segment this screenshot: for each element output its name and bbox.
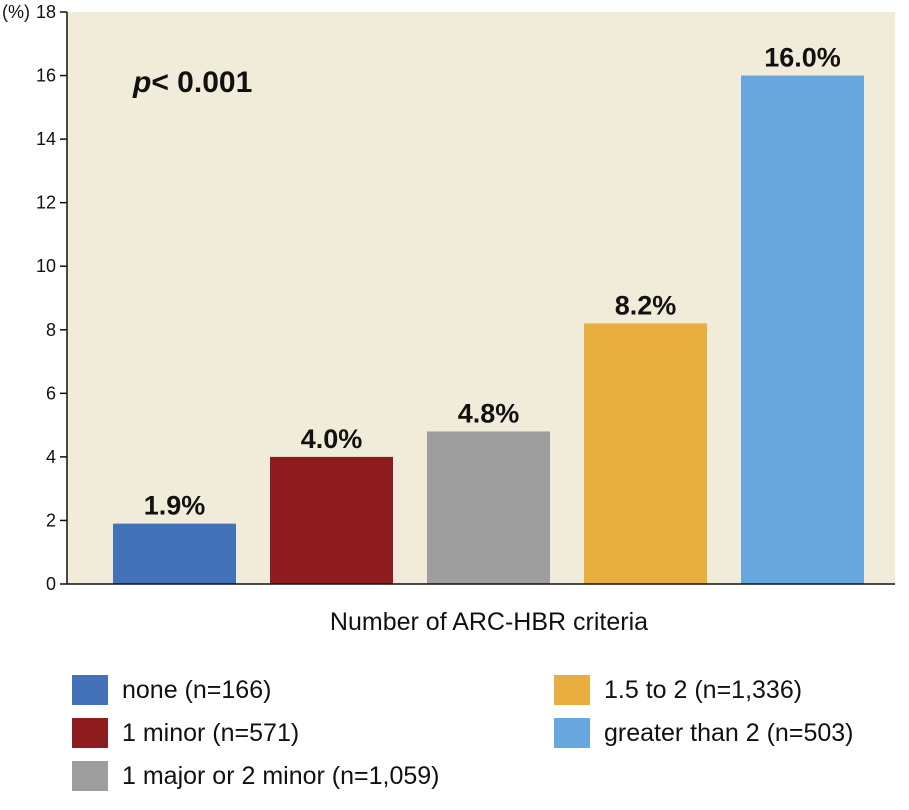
y-ticks: 0 2 4 6 8 10 12 14 16 18 — [36, 2, 67, 594]
data-labels: 1.9% 4.0% 4.8% 8.2% 16.0% — [144, 43, 841, 521]
bar — [270, 456, 393, 584]
bar — [113, 523, 236, 584]
p-value-annotation: p< 0.001 — [132, 66, 252, 99]
y-tick-label: 10 — [36, 256, 56, 276]
y-tick-label: 8 — [46, 320, 56, 340]
data-label: 4.0% — [301, 424, 363, 454]
bar — [741, 75, 864, 585]
y-tick-label: 14 — [36, 129, 56, 149]
data-label: 1.9% — [144, 491, 206, 521]
data-label: 8.2% — [615, 290, 677, 320]
x-axis-label: Number of ARC-HBR criteria — [330, 608, 648, 636]
y-tick-label: 16 — [36, 66, 56, 86]
bars — [113, 75, 864, 585]
p-symbol: p — [132, 66, 151, 99]
p-value: < 0.001 — [151, 66, 252, 99]
y-tick-label: 4 — [46, 447, 56, 467]
y-tick-label: 12 — [36, 193, 56, 213]
y-tick-label: 18 — [36, 2, 56, 22]
bar — [427, 431, 550, 584]
data-label: 4.8% — [458, 398, 520, 428]
data-label: 16.0% — [764, 43, 841, 73]
y-tick-label: 0 — [46, 574, 56, 594]
y-unit-label: (%) — [2, 2, 30, 22]
bar — [584, 323, 707, 584]
y-tick-label: 6 — [46, 383, 56, 403]
y-tick-label: 2 — [46, 510, 56, 530]
